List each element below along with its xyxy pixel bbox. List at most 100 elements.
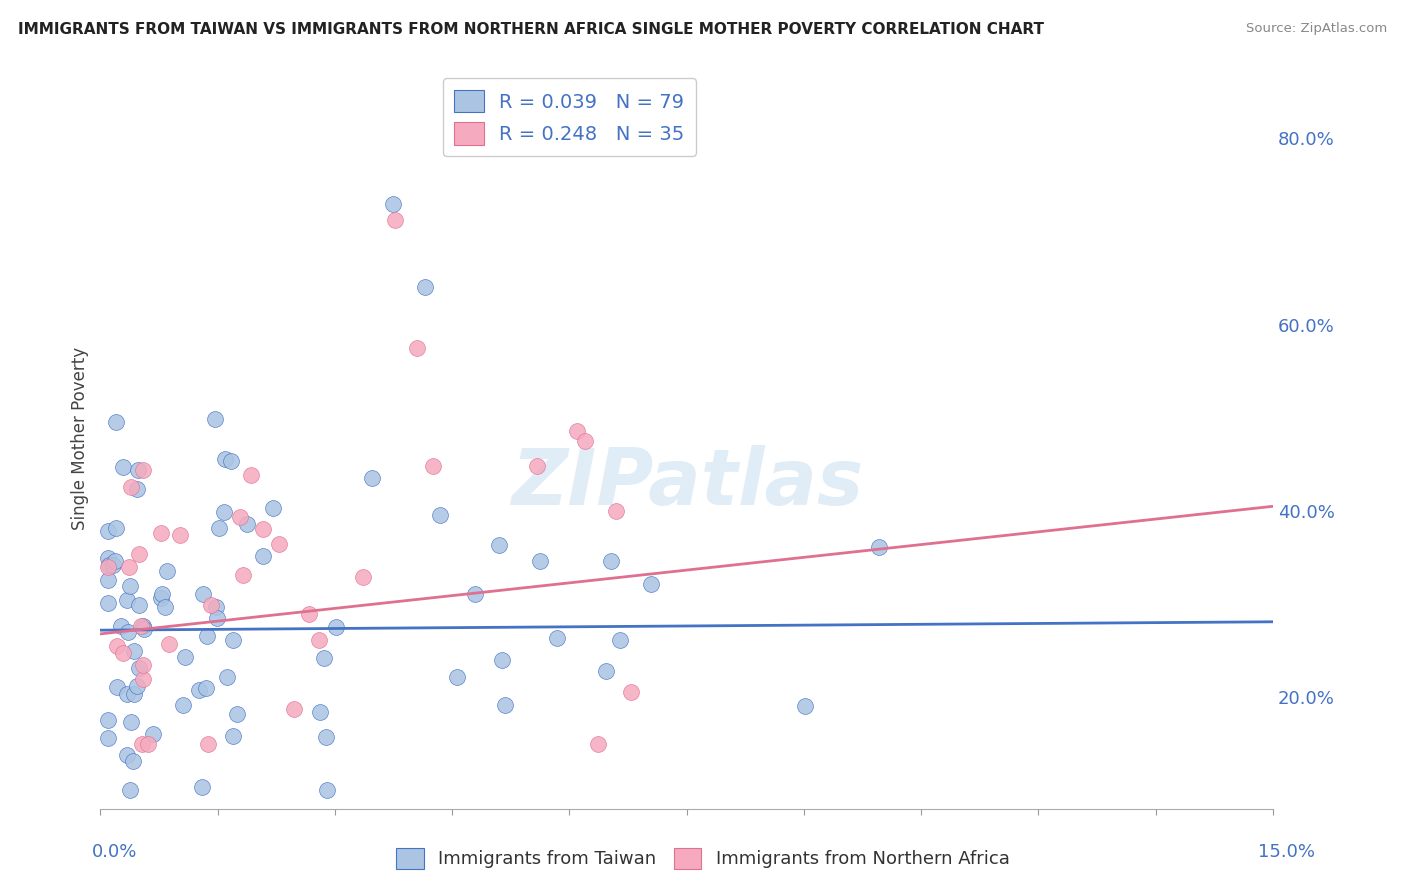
Point: [600, 554, 623, 568]
Point: [214, 452, 236, 467]
Point: [640, 576, 662, 591]
Point: [97, 524, 120, 538]
Text: 0.0%: 0.0%: [91, 843, 136, 861]
Legend: Immigrants from Taiwan, Immigrants from Northern Africa: Immigrants from Taiwan, Immigrants from …: [389, 840, 1017, 876]
Point: [132, 622, 155, 636]
Point: [283, 702, 305, 716]
Point: [142, 727, 165, 741]
Point: [361, 471, 384, 485]
Point: [97, 597, 120, 611]
Point: [156, 565, 179, 579]
Point: [252, 549, 274, 564]
Point: [204, 412, 226, 426]
Point: [115, 687, 138, 701]
Point: [115, 592, 138, 607]
Point: [298, 607, 321, 622]
Legend: R = 0.039   N = 79, R = 0.248   N = 35: R = 0.039 N = 79, R = 0.248 N = 35: [443, 78, 696, 156]
Point: [217, 669, 239, 683]
Point: [488, 538, 510, 552]
Y-axis label: Single Mother Poverty: Single Mother Poverty: [72, 347, 89, 531]
Point: [132, 657, 155, 672]
Point: [128, 660, 150, 674]
Point: [120, 783, 142, 797]
Text: 15.0%: 15.0%: [1257, 843, 1315, 861]
Point: [382, 196, 405, 211]
Point: [129, 619, 152, 633]
Point: [150, 586, 173, 600]
Point: [112, 646, 135, 660]
Point: [464, 587, 486, 601]
Point: [97, 573, 120, 587]
Point: [105, 680, 128, 694]
Point: [191, 780, 214, 794]
Point: [605, 504, 627, 518]
Point: [595, 665, 617, 679]
Point: [232, 567, 254, 582]
Point: [172, 698, 194, 713]
Point: [125, 679, 148, 693]
Point: [149, 591, 172, 606]
Point: [620, 684, 643, 698]
Text: ZIPatlas: ZIPatlas: [510, 445, 863, 521]
Point: [97, 559, 120, 574]
Point: [104, 520, 127, 534]
Point: [312, 650, 335, 665]
Point: [586, 737, 609, 751]
Point: [546, 631, 568, 645]
Point: [240, 467, 263, 482]
Point: [315, 731, 337, 745]
Text: Source: ZipAtlas.com: Source: ZipAtlas.com: [1247, 22, 1388, 36]
Point: [117, 624, 139, 639]
Point: [101, 558, 124, 572]
Point: [212, 505, 235, 519]
Point: [222, 729, 245, 743]
Point: [308, 632, 330, 647]
Point: [236, 517, 259, 532]
Point: [169, 528, 191, 542]
Point: [197, 737, 219, 751]
Point: [219, 454, 242, 468]
Point: [526, 459, 548, 474]
Point: [127, 463, 149, 477]
Point: [205, 599, 228, 614]
Point: [352, 569, 374, 583]
Point: [110, 619, 132, 633]
Point: [422, 459, 444, 474]
Point: [565, 424, 588, 438]
Point: [150, 525, 173, 540]
Point: [529, 554, 551, 568]
Point: [191, 587, 214, 601]
Point: [105, 639, 128, 653]
Point: [494, 698, 516, 712]
Point: [128, 548, 150, 562]
Point: [97, 731, 120, 746]
Point: [153, 600, 176, 615]
Point: [125, 482, 148, 496]
Point: [131, 737, 153, 751]
Point: [97, 550, 120, 565]
Point: [868, 540, 890, 554]
Point: [120, 715, 142, 730]
Point: [122, 687, 145, 701]
Point: [609, 632, 631, 647]
Point: [207, 611, 229, 625]
Point: [132, 672, 155, 686]
Point: [132, 463, 155, 477]
Point: [225, 707, 247, 722]
Point: [115, 747, 138, 762]
Point: [262, 500, 284, 515]
Point: [491, 653, 513, 667]
Text: IMMIGRANTS FROM TAIWAN VS IMMIGRANTS FROM NORTHERN AFRICA SINGLE MOTHER POVERTY : IMMIGRANTS FROM TAIWAN VS IMMIGRANTS FRO…: [18, 22, 1045, 37]
Point: [267, 537, 290, 551]
Point: [308, 705, 330, 719]
Point: [574, 434, 596, 449]
Point: [200, 598, 222, 612]
Point: [446, 670, 468, 684]
Point: [128, 598, 150, 612]
Point: [187, 683, 209, 698]
Point: [315, 783, 337, 797]
Point: [252, 522, 274, 536]
Point: [413, 280, 436, 294]
Point: [194, 681, 217, 695]
Point: [406, 341, 429, 355]
